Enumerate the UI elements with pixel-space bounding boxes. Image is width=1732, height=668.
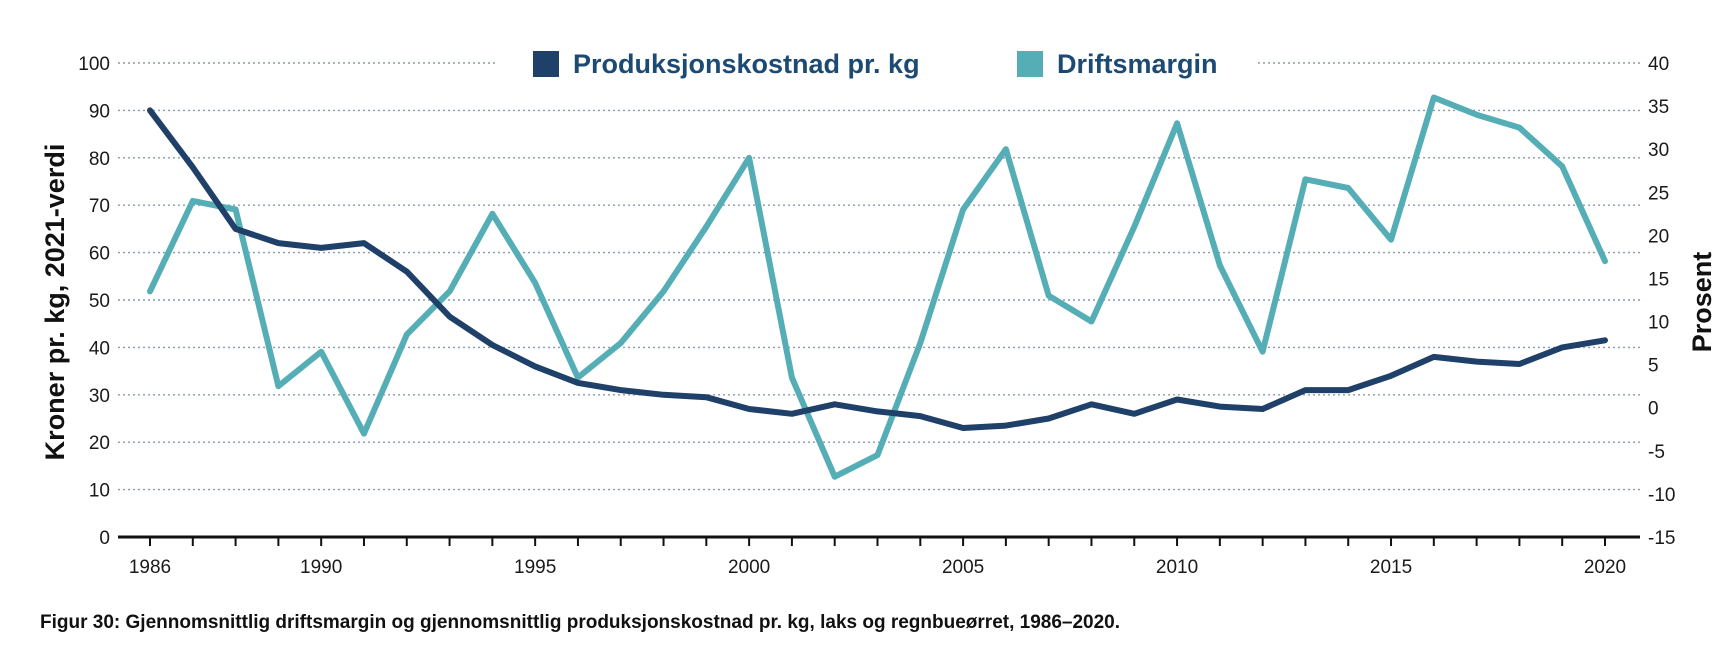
right-axis-title: Prosent (1687, 252, 1717, 353)
y2-tick-label: 0 (1648, 399, 1659, 420)
series-line-produksjonskostnad (147, 107, 1608, 431)
left-y-axis: 0 10 20 30 40 50 60 70 80 90 100 (78, 54, 110, 549)
y-tick-label: 0 (99, 528, 110, 549)
y-tick-label: 10 (89, 481, 110, 502)
x-tick-label: 1990 (300, 557, 342, 578)
x-tick-label: 2000 (728, 557, 770, 578)
y-tick-label: 60 (89, 244, 110, 265)
y2-tick-label: 30 (1648, 140, 1669, 161)
legend-swatch-produksjonskostnad (533, 51, 559, 77)
y2-tick-label: 15 (1648, 269, 1669, 290)
legend-label-driftsmargin: Driftsmargin (1057, 49, 1218, 79)
y2-tick-label: -10 (1648, 485, 1675, 506)
y-tick-label: 40 (89, 338, 110, 359)
y2-tick-label: 20 (1648, 226, 1669, 247)
y-tick-label: 50 (89, 291, 110, 312)
x-tick-label: 2015 (1370, 557, 1412, 578)
x-tick-label: 2010 (1156, 557, 1198, 578)
y2-tick-label: -15 (1648, 528, 1675, 549)
x-tick-label: 1995 (514, 557, 556, 578)
x-tick-label: 1986 (129, 557, 171, 578)
y-tick-label: 100 (78, 54, 110, 75)
x-tick-labels: 1986 1990 1995 2000 2005 2010 2015 2020 (129, 557, 1626, 578)
y-tick-label: 80 (89, 149, 110, 170)
x-axis (118, 535, 1640, 546)
y-tick-label: 90 (89, 101, 110, 122)
legend-label-produksjonskostnad: Produksjonskostnad pr. kg (573, 49, 920, 79)
y2-tick-label: 5 (1648, 356, 1659, 377)
series-line-driftsmargin (147, 94, 1608, 480)
x-tick-label: 2020 (1584, 557, 1626, 578)
grid-lines (118, 62, 1640, 491)
legend-swatch-driftsmargin (1017, 51, 1043, 77)
y2-tick-label: 40 (1648, 54, 1669, 75)
y2-tick-label: 10 (1648, 313, 1669, 334)
y-tick-label: 30 (89, 386, 110, 407)
y2-tick-label: -5 (1648, 442, 1665, 463)
y-tick-label: 20 (89, 433, 110, 454)
y2-tick-label: 35 (1648, 97, 1669, 118)
y2-tick-label: 25 (1648, 183, 1669, 204)
x-tick-label: 2005 (942, 557, 984, 578)
series-lines (147, 94, 1608, 480)
right-y-axis: -15 -10 -5 0 5 10 15 20 25 30 35 40 (1648, 54, 1675, 549)
legend: Produksjonskostnad pr. kg Driftsmargin (533, 49, 1218, 79)
left-axis-title: Kroner pr. kg, 2021-verdi (40, 144, 70, 461)
y-tick-label: 70 (89, 196, 110, 217)
figure-caption: Figur 30: Gjennomsnittlig driftsmargin o… (40, 612, 1121, 633)
